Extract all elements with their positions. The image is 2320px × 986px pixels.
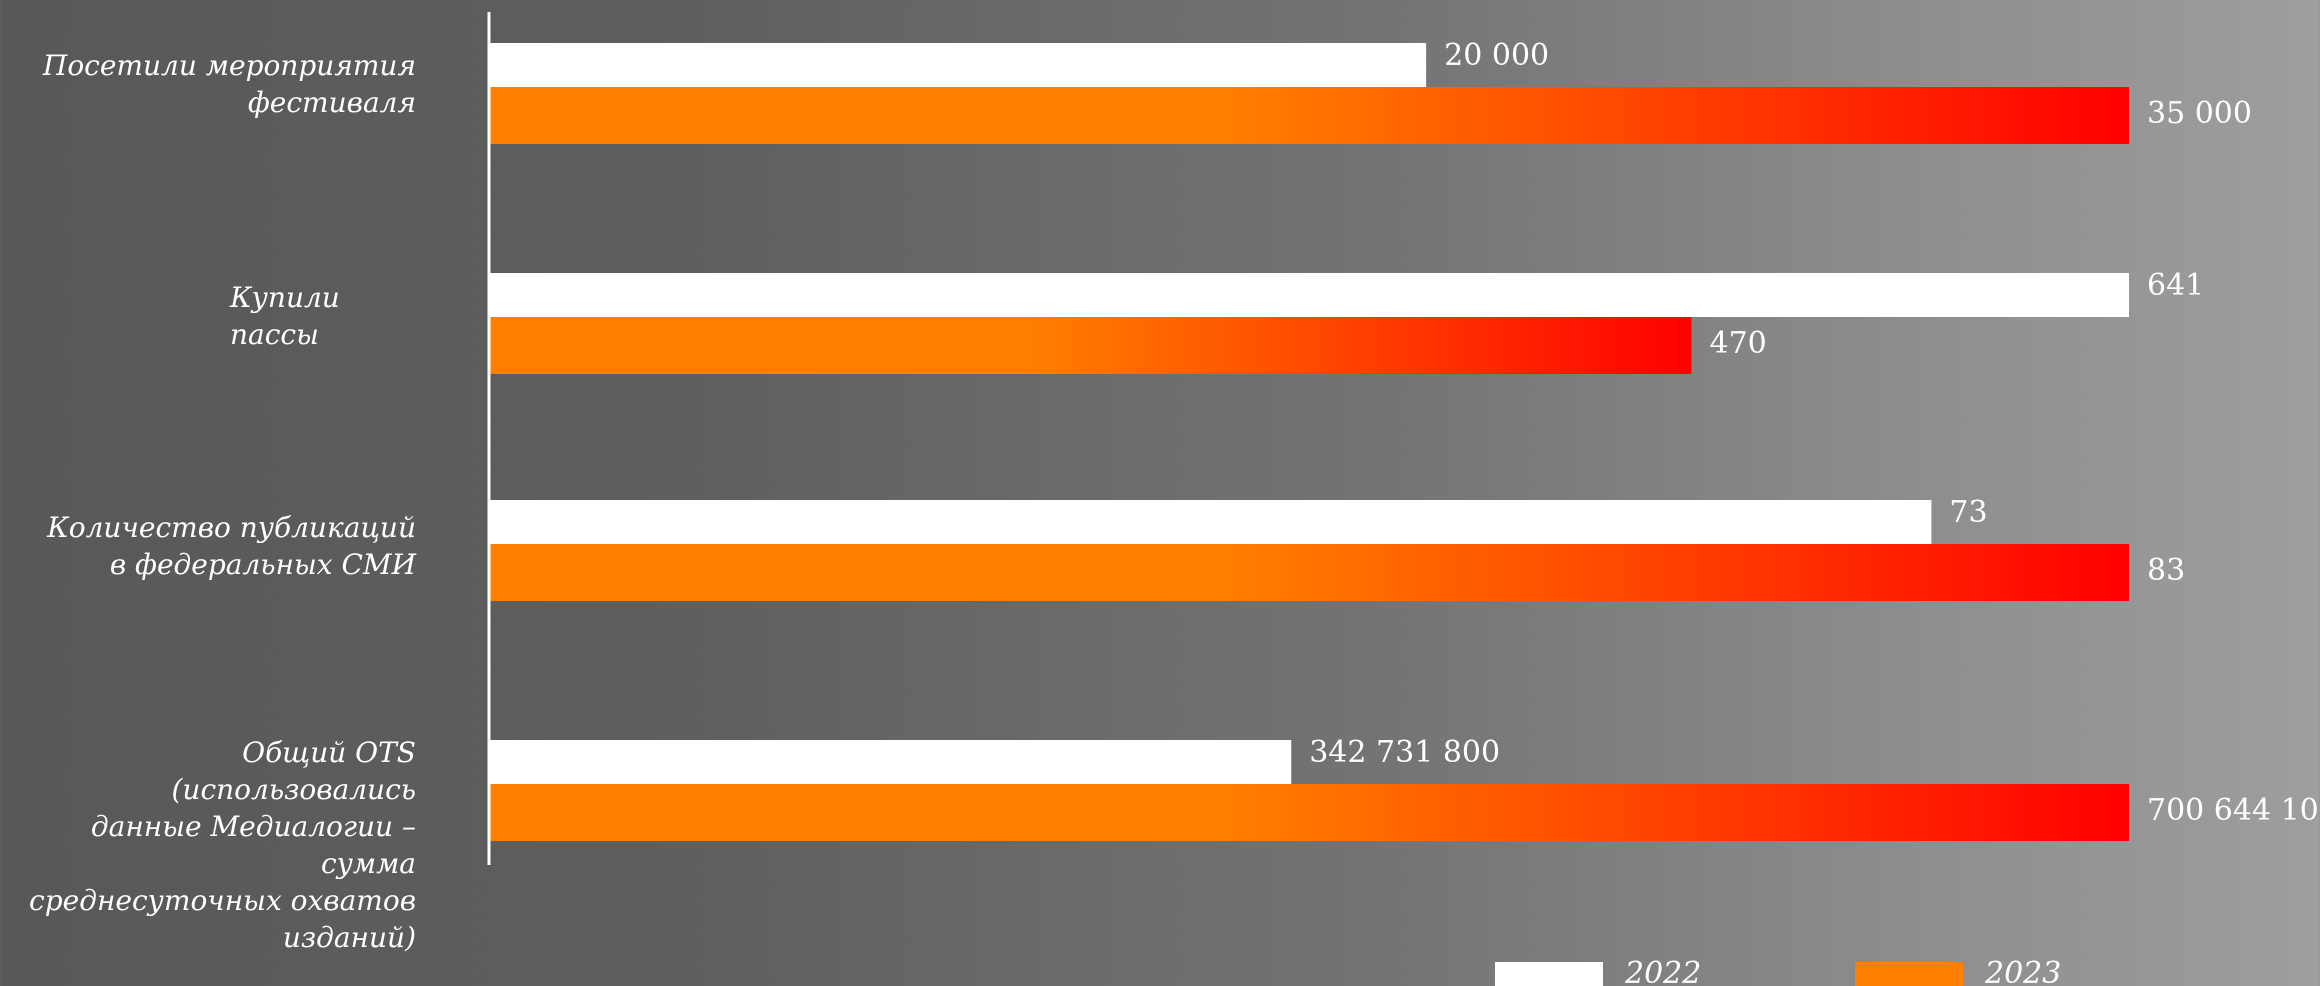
- legend-label-2022: 2022: [1625, 956, 1702, 986]
- value-label-2022-cat-3: 342 731 800: [1309, 735, 1501, 770]
- bar-2023-cat-0: [489, 87, 2129, 144]
- category-label-3: Общий OTS (использовались данные Медиало…: [29, 736, 416, 954]
- value-label-2023-cat-1: 470: [1709, 326, 1767, 361]
- bar-2022-cat-1: [489, 273, 2129, 317]
- value-label-2022-cat-2: 73: [1949, 495, 1988, 530]
- value-label-2022-cat-1: 641: [2147, 268, 2205, 303]
- category-label-2: Количество публикаций в федеральных СМИ: [47, 511, 416, 581]
- bar-2022-cat-0: [489, 43, 1427, 87]
- value-label-2022-cat-0: 20 000: [1444, 38, 1550, 73]
- legend-swatch-2023: [1855, 962, 1963, 986]
- bar-2022-cat-3: [489, 740, 1292, 784]
- legend-label-2023: 2023: [1985, 956, 2062, 986]
- value-label-2023-cat-2: 83: [2147, 553, 2186, 588]
- bar-2023-cat-3: [489, 784, 2129, 841]
- bar-2023-cat-1: [489, 317, 1692, 374]
- value-label-2023-cat-0: 35 000: [2147, 96, 2252, 131]
- legend-swatch-2022: [1495, 962, 1603, 986]
- value-label-2023-cat-3: 700 644 100: [2147, 793, 2320, 828]
- category-label-0: Посетили мероприятия фестиваля: [42, 49, 416, 119]
- bar-2023-cat-2: [489, 544, 2129, 601]
- bar-2022-cat-2: [489, 500, 1932, 544]
- bars-group: [489, 43, 2129, 841]
- category-label-1: Купили пассы: [230, 281, 340, 351]
